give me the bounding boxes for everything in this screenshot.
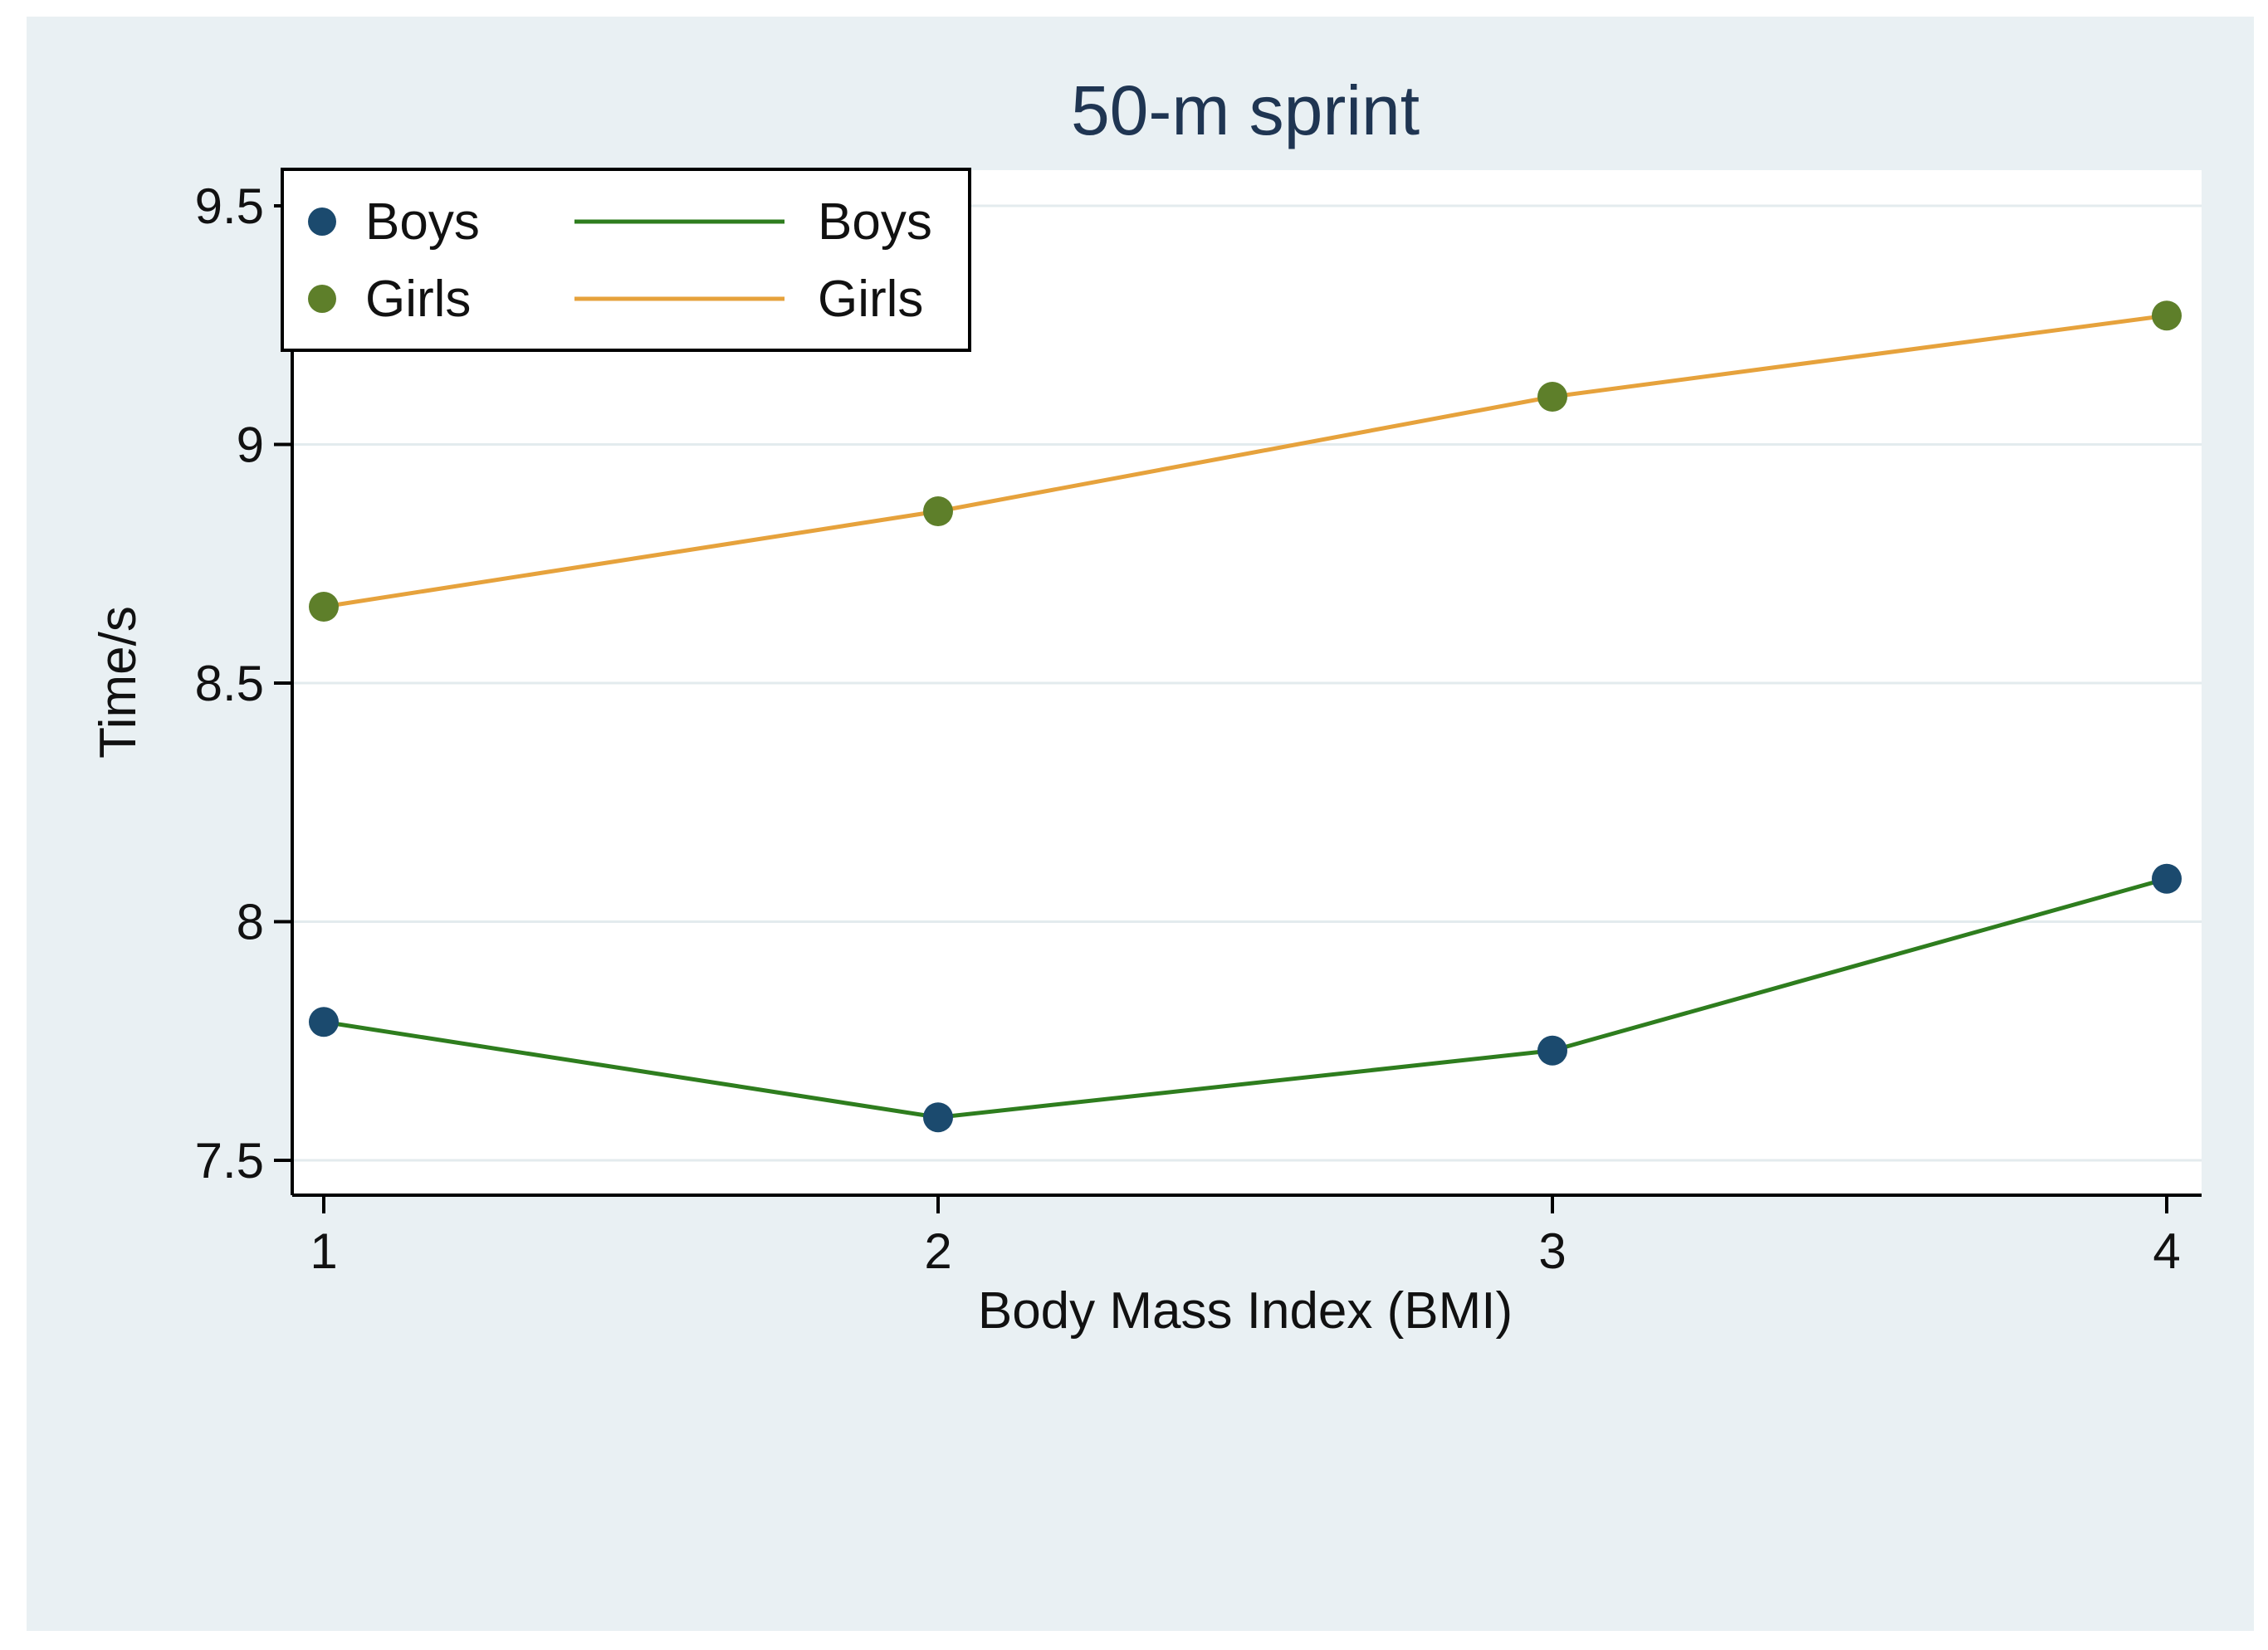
data-point-girls-1 bbox=[309, 592, 339, 622]
data-point-girls-4 bbox=[2152, 300, 2182, 331]
x-ticks: 1 2 3 4 bbox=[310, 1195, 2181, 1279]
data-point-girls-2 bbox=[923, 496, 953, 526]
y-tick-label-3: 9 bbox=[237, 417, 264, 473]
x-tick-label-1: 2 bbox=[924, 1223, 951, 1279]
data-point-boys-1 bbox=[309, 1007, 339, 1037]
legend-label-boys-marker: Boys bbox=[365, 193, 480, 251]
data-point-boys-2 bbox=[923, 1102, 953, 1133]
legend: Boys Girls Boys Girls bbox=[281, 168, 971, 352]
data-point-girls-3 bbox=[1537, 382, 1567, 412]
legend-marker-boys bbox=[308, 207, 336, 236]
legend-label-girls-marker: Girls bbox=[365, 271, 471, 328]
data-point-boys-4 bbox=[2152, 863, 2182, 894]
series-layer bbox=[309, 300, 2182, 1133]
legend-box bbox=[281, 168, 971, 352]
x-tick-label-0: 1 bbox=[310, 1223, 337, 1279]
y-tick-label-0: 7.5 bbox=[195, 1133, 264, 1189]
x-tick-label-3: 4 bbox=[2153, 1223, 2180, 1279]
y-tick-label-4: 9.5 bbox=[195, 178, 264, 234]
chart-title: 50-m sprint bbox=[1071, 71, 1420, 149]
y-tick-label-1: 8 bbox=[237, 895, 264, 950]
legend-label-boys-line: Boys bbox=[818, 193, 932, 251]
legend-label-girls-line: Girls bbox=[818, 271, 923, 328]
series-line-boys bbox=[323, 876, 2168, 1120]
data-point-boys-3 bbox=[1537, 1035, 1567, 1066]
x-tick-label-2: 3 bbox=[1538, 1223, 1566, 1279]
y-tick-label-2: 8.5 bbox=[195, 656, 264, 711]
y-ticks: 7.5 8 8.5 9 9.5 bbox=[195, 178, 292, 1189]
series-line-girls bbox=[323, 313, 2168, 609]
x-axis-label: Body Mass Index (BMI) bbox=[978, 1282, 1513, 1340]
y-axis-label: Time/s bbox=[90, 606, 147, 759]
legend-marker-girls bbox=[308, 285, 336, 313]
